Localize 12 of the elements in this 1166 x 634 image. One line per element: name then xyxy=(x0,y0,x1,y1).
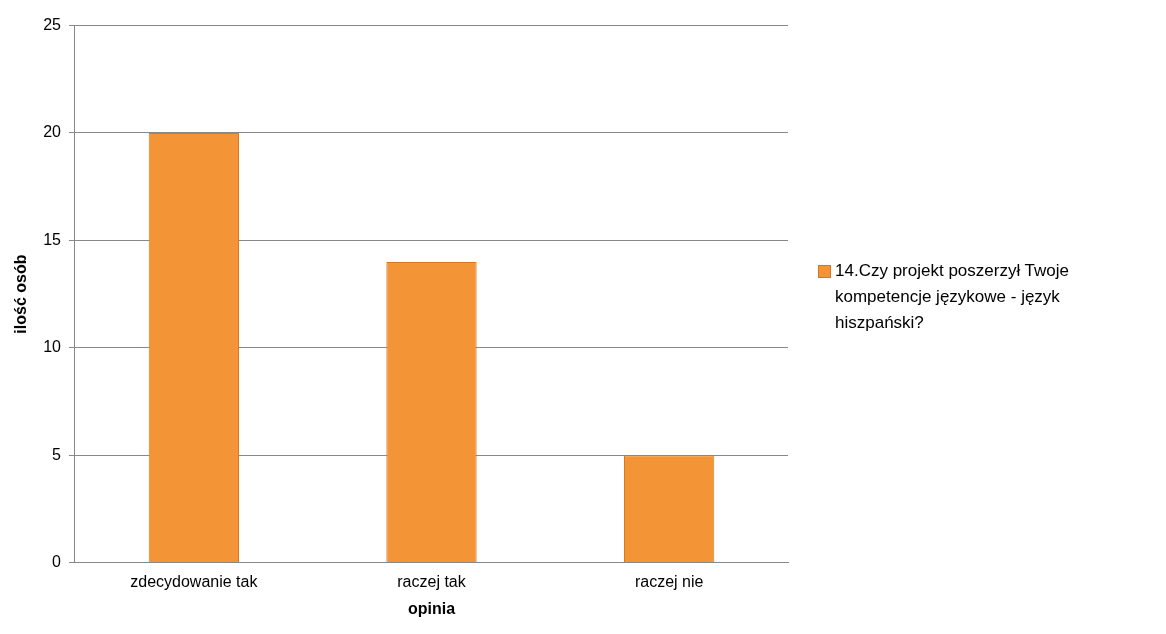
x-tick-label: raczej tak xyxy=(397,572,467,590)
y-tick-label: 15 xyxy=(43,230,62,248)
y-tick-label: 20 xyxy=(43,123,62,141)
legend-label: 14.Czy projekt poszerzył Twoje kompetencje językowe - język hiszpański? xyxy=(835,260,1070,334)
y-tick-label: 10 xyxy=(43,338,62,356)
y-tick-label: 0 xyxy=(52,553,62,571)
y-axis-title: ilość osób xyxy=(12,254,30,334)
x-tick-label: zdecydowanie tak xyxy=(130,572,259,590)
x-tick-label: raczej nie xyxy=(634,572,704,590)
x-axis-title: opinia xyxy=(407,599,456,617)
y-tick-label: 25 xyxy=(43,16,62,34)
y-tick-label: 5 xyxy=(52,445,62,463)
